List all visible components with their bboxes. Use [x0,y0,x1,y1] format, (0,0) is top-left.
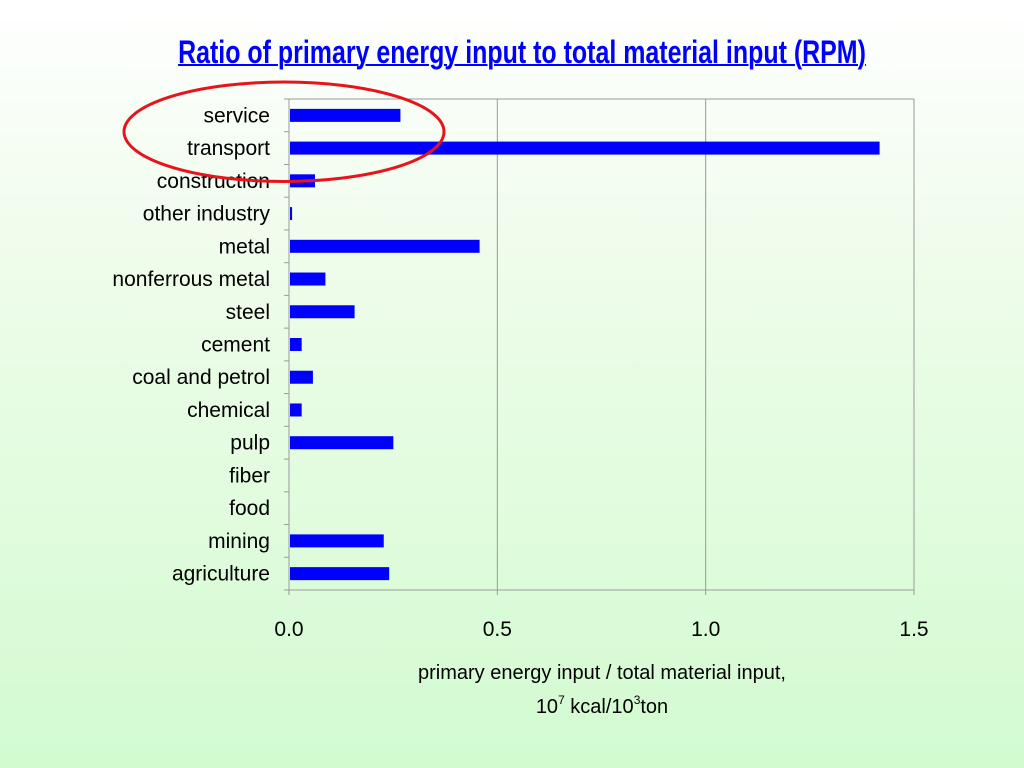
category-label: coal and petrol [132,366,270,389]
x-axis-label-line2: 107 kcal/103ton [352,690,852,724]
bar [290,567,390,581]
category-labels: service transport construction other indust… [112,104,270,585]
category-label: transport [187,137,270,160]
bar [290,370,313,384]
category-label: cement [201,334,270,357]
category-label: mining [208,530,270,553]
category-label: fiber [229,464,270,487]
x-axis-label-part-c: ton [640,696,669,718]
x-axis-label-part-a: 10 [535,696,559,718]
highlight-ellipse [122,80,446,183]
x-axis-label-line1: primary energy input / total material in… [418,662,786,684]
bar [290,338,302,351]
highlight-annotation [122,80,446,183]
x-axis-label: primary energy input / total material in… [352,656,852,724]
x-axis-ticks: 0.0 0.5 1.0 1.5 [274,618,928,641]
bar [290,141,880,155]
bar [290,534,384,548]
x-tick-label: 1.0 [691,618,720,641]
bar [290,436,394,450]
x-tick-label: 0.5 [483,618,512,641]
category-label: steel [226,301,270,324]
bar [290,305,355,319]
x-axis-label-sup-2: 3 [633,693,641,707]
category-label: pulp [230,432,270,455]
x-axis-label-part-b: kcal/10 [564,696,634,718]
category-label: metal [219,235,270,258]
category-label: chemical [187,399,270,422]
plot-area [284,98,915,595]
bar [290,207,293,221]
category-label: nonferrous metal [112,268,270,291]
category-label: service [203,104,270,127]
category-label: construction [157,170,270,193]
bar [290,108,401,122]
bar [290,239,480,253]
bars-group [290,108,880,581]
plot-frame [288,98,915,591]
x-tick-label: 0.0 [274,618,303,641]
category-label: agriculture [172,563,270,586]
category-label: food [229,497,270,520]
x-axis-label-sup-1: 7 [558,693,565,707]
category-label: other industry [143,203,271,226]
bar [290,403,302,417]
chart-title: Ratio of primary energy input to total m… [178,34,866,70]
x-tick-label: 1.5 [899,618,928,641]
bar [290,272,326,286]
